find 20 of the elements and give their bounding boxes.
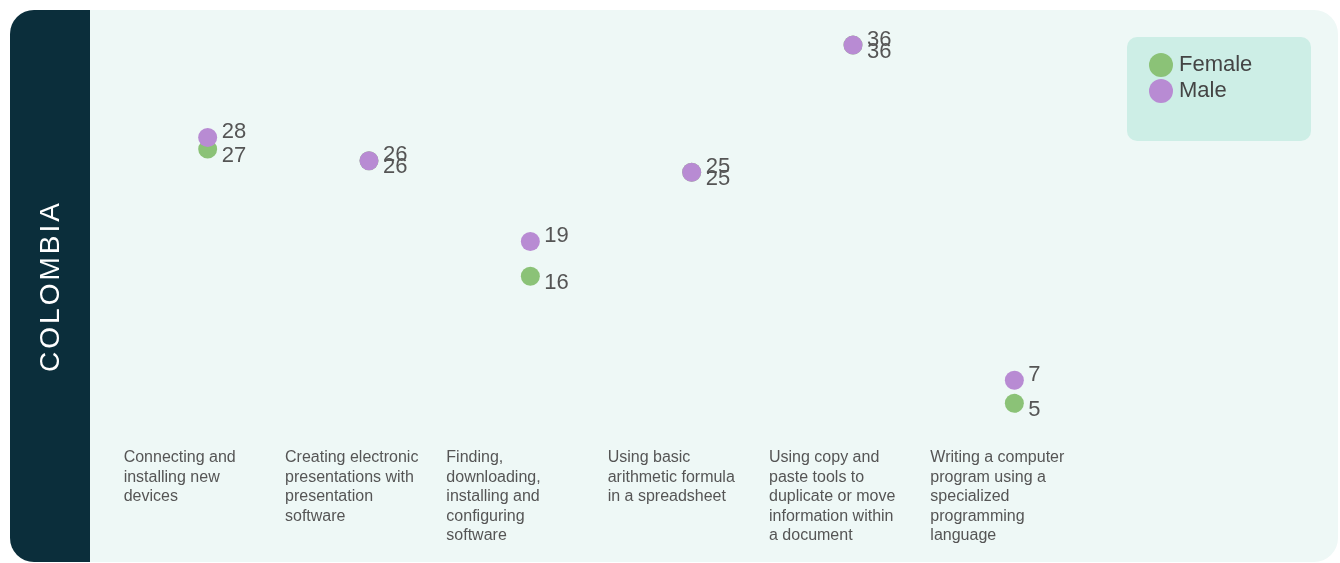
data-label: 28 xyxy=(221,118,247,144)
x-tick-label: Writing a computer program using a specialized programming language xyxy=(930,448,1065,543)
text: COLOMBIA xyxy=(34,200,66,372)
point xyxy=(520,232,540,252)
x-tick-label: Finding, downloading, installing and configuring software xyxy=(446,448,541,543)
point xyxy=(198,128,218,148)
data-label: 19 xyxy=(544,222,569,248)
data-label: 5 xyxy=(1028,396,1041,422)
data-label: 16 xyxy=(544,269,569,295)
x-tick-label: Connecting and installing new devices xyxy=(123,448,236,504)
legend-label: Male xyxy=(1179,77,1227,103)
data-label: 7 xyxy=(1028,361,1041,387)
x-tick-label: Creating electronic presentations with presentation software xyxy=(285,448,419,524)
x-tick-label: Using basic arithmetic formula in a spreadsheet xyxy=(607,448,735,504)
x-tick-label: Using copy and paste tools to duplicate or move information within a document xyxy=(769,448,896,543)
point xyxy=(1004,370,1024,390)
data-label: 27 xyxy=(221,141,247,167)
point xyxy=(1004,393,1024,413)
point xyxy=(520,266,540,286)
legend-label: Female xyxy=(1179,51,1253,76)
